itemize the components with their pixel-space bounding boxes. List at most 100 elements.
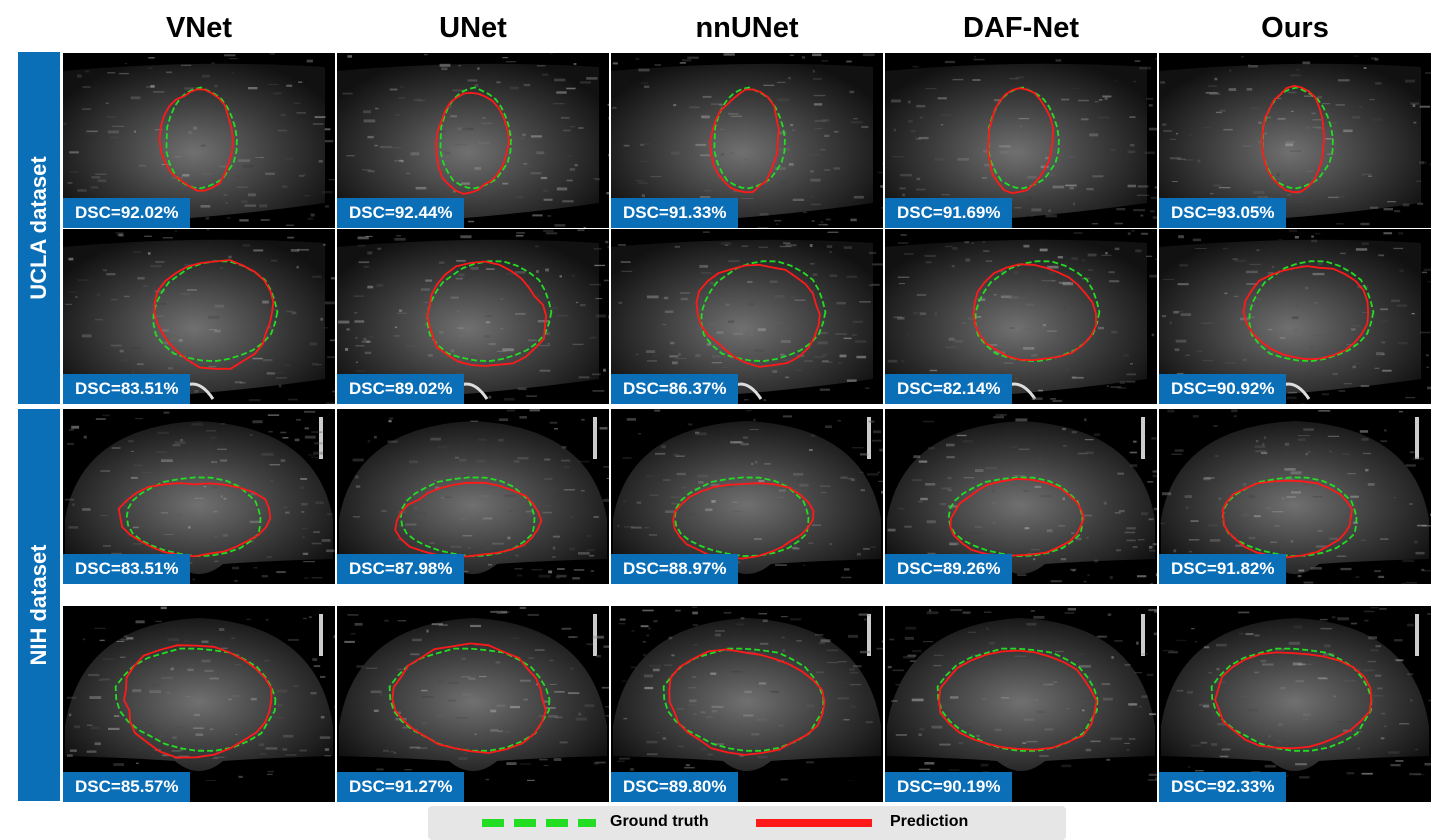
- speckle: [1129, 451, 1137, 454]
- speckle: [1383, 208, 1393, 211]
- speckle: [1369, 206, 1379, 209]
- speckle: [1046, 529, 1053, 533]
- speckle: [429, 542, 435, 544]
- speckle: [171, 750, 181, 752]
- speckle: [575, 301, 579, 304]
- speckle: [246, 618, 252, 620]
- speckle: [1116, 549, 1122, 552]
- prediction-contour: [672, 482, 815, 560]
- speckle: [687, 56, 699, 59]
- speckle: [313, 665, 321, 668]
- speckle: [1309, 345, 1315, 349]
- speckle: [107, 130, 119, 134]
- result-cell: DSC=92.44%: [337, 53, 609, 228]
- speckle: [355, 361, 358, 363]
- speckle: [850, 218, 857, 222]
- speckle: [1311, 239, 1318, 243]
- speckle: [354, 312, 358, 314]
- speckle: [241, 200, 248, 203]
- speckle: [269, 53, 275, 55]
- speckle: [388, 420, 392, 423]
- speckle: [444, 496, 453, 498]
- speckle: [532, 214, 543, 217]
- speckle: [217, 448, 227, 450]
- speckle: [865, 387, 870, 389]
- speckle: [1256, 298, 1262, 301]
- speckle: [467, 220, 475, 223]
- speckle: [1363, 67, 1367, 69]
- speckle: [1331, 653, 1335, 656]
- speckle: [201, 74, 211, 78]
- speckle: [131, 493, 142, 496]
- speckle: [1113, 80, 1119, 82]
- speckle: [508, 509, 513, 512]
- speckle: [1355, 731, 1363, 733]
- speckle: [1073, 232, 1083, 234]
- speckle: [220, 647, 228, 649]
- speckle: [1151, 437, 1157, 440]
- speckle: [1271, 265, 1275, 268]
- prediction-contour: [391, 642, 547, 754]
- speckle: [1367, 483, 1375, 486]
- speckle: [631, 526, 642, 529]
- speckle: [931, 725, 943, 729]
- speckle: [758, 682, 767, 685]
- speckle: [294, 102, 301, 104]
- speckle: [457, 327, 464, 329]
- prediction-contour: [695, 263, 821, 368]
- speckle: [1026, 622, 1037, 626]
- speckle: [799, 483, 809, 487]
- speckle: [907, 334, 911, 337]
- speckle: [671, 654, 675, 657]
- speckle: [926, 611, 939, 615]
- speckle: [225, 202, 228, 204]
- speckle: [324, 128, 331, 131]
- speckle: [1297, 435, 1310, 437]
- ultrasound-image: [613, 606, 883, 781]
- speckle: [1221, 481, 1231, 483]
- speckle: [730, 441, 742, 444]
- speckle: [843, 568, 850, 571]
- speckle: [836, 301, 846, 305]
- speckle: [1260, 659, 1267, 663]
- speckle: [1291, 316, 1299, 320]
- speckle: [777, 98, 790, 102]
- speckle: [1071, 532, 1075, 534]
- speckle: [181, 64, 192, 66]
- speckle: [320, 715, 325, 719]
- speckle: [1303, 713, 1312, 717]
- speckle: [1376, 352, 1385, 356]
- ground-truth-contour: [700, 260, 827, 363]
- speckle: [1295, 763, 1307, 766]
- speckle: [500, 298, 504, 300]
- speckle: [214, 304, 224, 308]
- ultrasound-field: [63, 63, 325, 225]
- ucla-dataset-label: UCLA dataset: [18, 52, 60, 404]
- speckle: [187, 668, 194, 672]
- speckle: [450, 545, 462, 548]
- speckle: [849, 672, 859, 674]
- speckle: [878, 480, 883, 482]
- speckle: [409, 460, 418, 464]
- speckle: [1314, 335, 1326, 337]
- speckle: [1335, 104, 1345, 106]
- speckle: [1184, 495, 1192, 498]
- speckle: [234, 663, 242, 666]
- speckle: [762, 619, 768, 623]
- speckle: [927, 447, 935, 450]
- speckle: [777, 496, 784, 499]
- speckle: [781, 616, 788, 618]
- speckle: [919, 728, 925, 731]
- speckle: [249, 539, 254, 543]
- speckle: [1216, 667, 1220, 671]
- speckle: [311, 577, 323, 579]
- speckle: [515, 312, 526, 315]
- speckle: [1224, 292, 1228, 295]
- speckle: [1130, 363, 1133, 365]
- speckle: [810, 170, 814, 173]
- ground-truth-contour: [1210, 647, 1373, 752]
- speckle: [1174, 348, 1180, 352]
- speckle: [934, 158, 945, 161]
- speckle: [1234, 259, 1247, 263]
- speckle: [210, 436, 217, 440]
